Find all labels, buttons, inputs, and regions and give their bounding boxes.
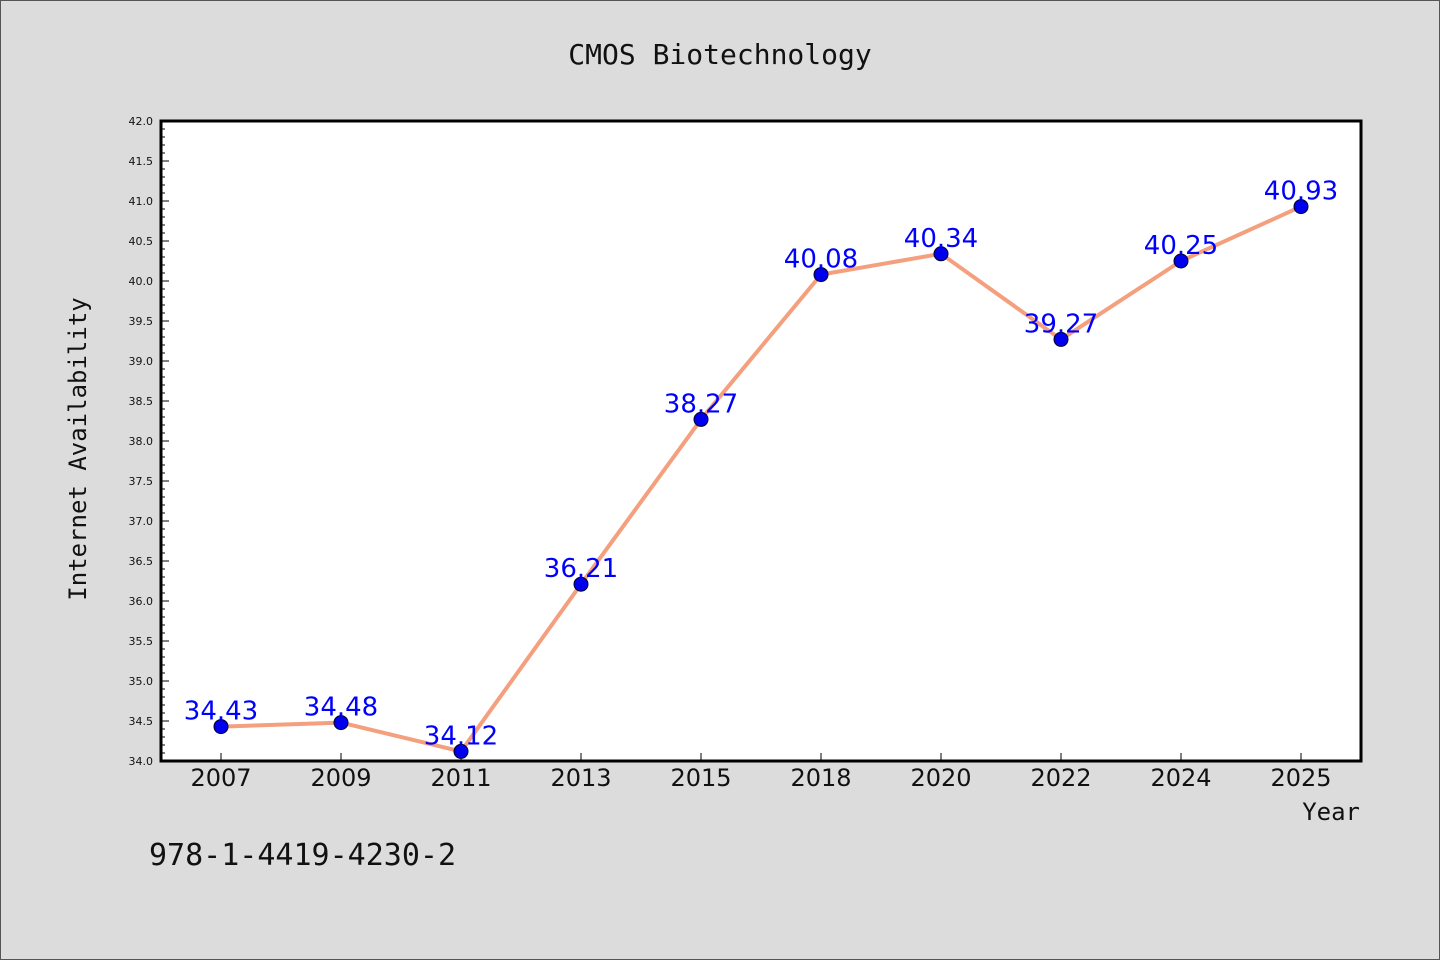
y-tick-label: 36.5	[129, 555, 154, 568]
data-label: 39.27	[1024, 309, 1098, 339]
series-line	[219, 204, 1303, 754]
x-tick-label: 2013	[550, 764, 611, 792]
y-tick-label: 37.0	[129, 515, 154, 528]
data-label: 40.93	[1264, 177, 1338, 207]
y-tick-label: 36.0	[129, 595, 154, 608]
x-tick-label: 2007	[190, 764, 251, 792]
y-tick-label: 40.5	[129, 235, 154, 248]
data-point	[573, 576, 589, 592]
series-line-group	[219, 204, 1303, 754]
data-point	[1293, 199, 1309, 215]
y-tick-label: 34.5	[129, 715, 154, 728]
y-tick-label: 42.0	[129, 115, 154, 128]
y-tick-label: 40.0	[129, 275, 154, 288]
data-label: 38.27	[664, 389, 738, 419]
data-label: 40.25	[1144, 231, 1218, 261]
data-point	[213, 719, 229, 735]
data-point	[453, 743, 469, 759]
data-label: 34.43	[184, 697, 258, 727]
data-point	[933, 246, 949, 262]
x-tick-label: 2015	[670, 764, 731, 792]
data-labels: 34.43 34.48 34.12 36.21 38.27 40.08 40.34 39.27…	[184, 177, 1338, 752]
y-tick-label: 39.5	[129, 315, 154, 328]
x-tick-label: 2025	[1270, 764, 1331, 792]
data-label: 36.21	[544, 554, 618, 584]
data-label: 34.48	[304, 693, 378, 723]
x-tick-label: 2011	[430, 764, 491, 792]
y-tick-label: 39.0	[129, 355, 154, 368]
chart-title: CMOS Biotechnology	[568, 38, 871, 71]
data-label: 40.34	[904, 224, 978, 254]
data-point	[1053, 331, 1069, 347]
data-point	[333, 715, 349, 731]
data-point	[1173, 253, 1189, 269]
x-axis-label: Year	[1302, 798, 1360, 826]
isbn-text: 978-1-4419-4230-2	[149, 838, 456, 873]
data-label: 40.08	[784, 245, 858, 275]
y-tick-label: 37.5	[129, 475, 154, 488]
data-point	[693, 411, 709, 427]
y-tick-label: 38.0	[129, 435, 154, 448]
x-axis-ticks: 2007 2009 2011 2013 2015 2018 2020 2022 2024 2025	[190, 753, 1332, 792]
x-tick-label: 2009	[310, 764, 371, 792]
data-point	[813, 267, 829, 283]
y-tick-label: 34.0	[129, 755, 154, 768]
y-tick-label: 35.0	[129, 675, 154, 688]
x-tick-label: 2024	[1150, 764, 1211, 792]
y-tick-label: 35.5	[129, 635, 154, 648]
x-tick-label: 2018	[790, 764, 851, 792]
x-tick-label: 2022	[1030, 764, 1091, 792]
plot-area	[161, 121, 1361, 761]
x-tick-label: 2020	[910, 764, 971, 792]
plot-frame	[159, 119, 1363, 763]
data-points	[213, 199, 1309, 759]
y-tick-label: 41.5	[129, 155, 154, 168]
y-tick-label: 41.0	[129, 195, 154, 208]
data-label: 34.12	[424, 721, 498, 751]
y-axis-label: Internet Availability	[64, 297, 92, 600]
y-tick-label: 38.5	[129, 395, 154, 408]
y-axis-ticks: 34.0 34.5 35.0 35.5 36.0 36.5 37.0 37.5 38.0 38.5…	[129, 115, 169, 768]
